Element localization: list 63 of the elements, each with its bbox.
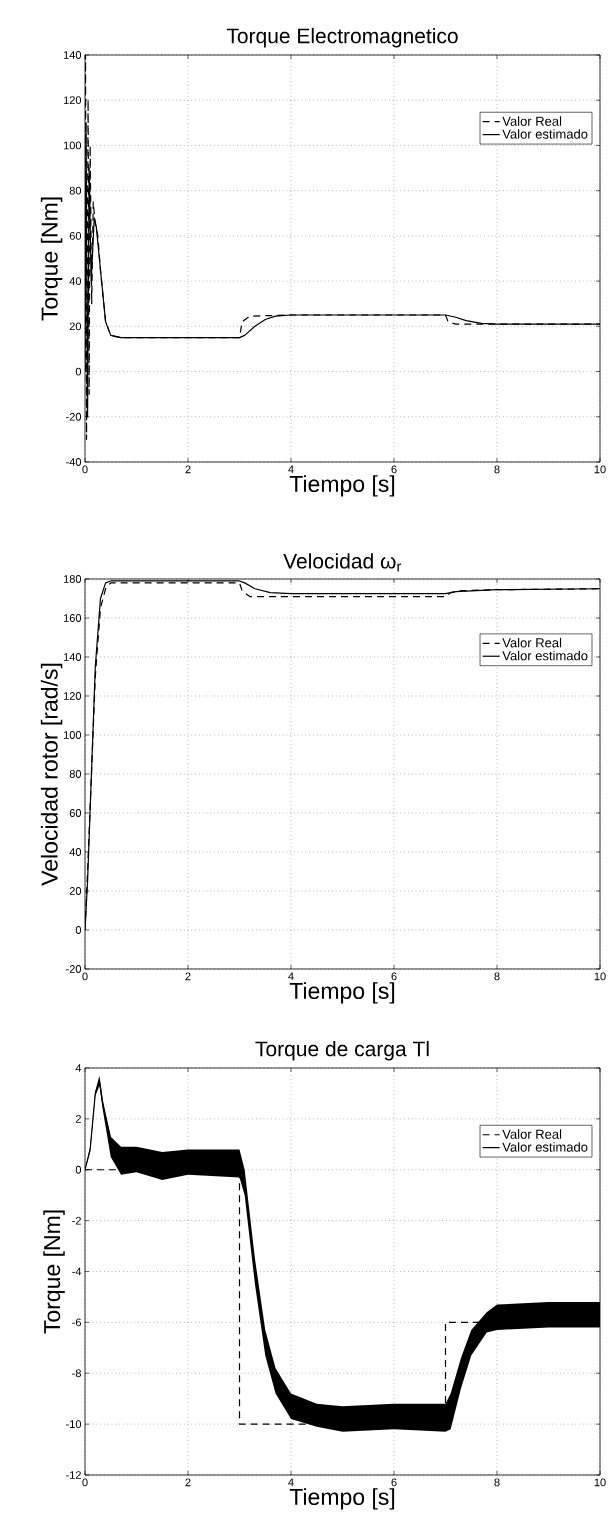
x-tick-label: 6	[391, 1478, 397, 1487]
y-axis-title: Torque [Nm]	[40, 197, 63, 321]
legend-label: Valor estimado	[502, 129, 588, 139]
x-tick-label: 10	[594, 1478, 606, 1487]
y-axis-title: Torque [Nm]	[43, 1210, 65, 1334]
y-tick-label: 4	[75, 1064, 82, 1072]
y-tick-label: 120	[63, 96, 82, 105]
x-tick-label: 0	[82, 972, 88, 981]
y-tick-label: 100	[63, 731, 82, 739]
x-tick-label: 6	[391, 465, 397, 474]
legend-label: Valor estimado	[502, 1142, 588, 1152]
x-tick-label: 8	[494, 465, 500, 474]
x-tick-label: 4	[288, 465, 294, 474]
y-tick-label: 0	[75, 367, 82, 376]
y-tick-label: -10	[66, 1420, 82, 1429]
y-tick-label: 0	[75, 1165, 82, 1174]
y-tick-label: 140	[63, 653, 82, 661]
x-tick-label: 8	[494, 1478, 500, 1487]
y-tick-label: -20	[66, 412, 82, 421]
x-tick-label: 2	[185, 1478, 191, 1487]
x-tick-label: 10	[594, 972, 606, 981]
x-tick-label: 10	[594, 465, 606, 474]
x-tick-label: 0	[82, 465, 88, 474]
y-tick-label: 160	[63, 614, 82, 622]
legend-label: Valor Real	[502, 116, 562, 126]
chart-title: Torque de carga Tl	[255, 1040, 429, 1061]
y-tick-label: 100	[63, 141, 82, 150]
y-tick-label: -2	[72, 1216, 81, 1225]
y-tick-label: -4	[72, 1267, 82, 1276]
y-tick-label: -6	[72, 1318, 81, 1327]
x-axis-title: Tiempo [s]	[289, 982, 395, 1004]
x-tick-label: 4	[288, 972, 294, 981]
y-tick-label: 60	[69, 809, 82, 817]
chart-title: Velocidad ω$_{r}$	[283, 553, 402, 572]
legend-label: Valor estimado	[502, 650, 588, 661]
y-axis-title: Velocidad rotor [rad/s]	[40, 663, 63, 886]
x-tick-label: 2	[185, 972, 191, 981]
y-tick-label: 20	[69, 322, 82, 331]
legend-label: Valor Real	[502, 1129, 562, 1139]
x-tick-label: 2	[185, 465, 191, 474]
y-tick-label: 40	[69, 848, 82, 856]
y-tick-label: 80	[69, 770, 82, 778]
x-tick-label: 6	[391, 972, 397, 981]
y-tick-label: -20	[66, 965, 82, 973]
y-tick-label: -12	[66, 1471, 81, 1479]
y-tick-label: 140	[63, 51, 82, 59]
y-tick-label: -40	[66, 458, 82, 466]
chart-title: Torque Electromagnetico	[226, 27, 458, 48]
y-tick-label: 80	[69, 186, 82, 195]
y-tick-label: 20	[69, 887, 82, 895]
x-tick-label: 0	[82, 1478, 88, 1487]
y-tick-label: 120	[63, 692, 82, 700]
x-tick-label: 4	[288, 1478, 294, 1487]
y-tick-label: 2	[75, 1115, 81, 1123]
x-axis-title: Tiempo [s]	[289, 1488, 395, 1510]
y-tick-label: 60	[69, 231, 82, 240]
y-tick-label: 0	[75, 926, 82, 934]
legend-label: Valor Real	[502, 637, 562, 648]
y-tick-label: 180	[63, 575, 82, 583]
y-tick-label: 40	[69, 277, 82, 285]
y-tick-label: -8	[72, 1369, 81, 1378]
x-axis-title: Tiempo [s]	[289, 475, 395, 497]
x-tick-label: 8	[494, 972, 500, 981]
